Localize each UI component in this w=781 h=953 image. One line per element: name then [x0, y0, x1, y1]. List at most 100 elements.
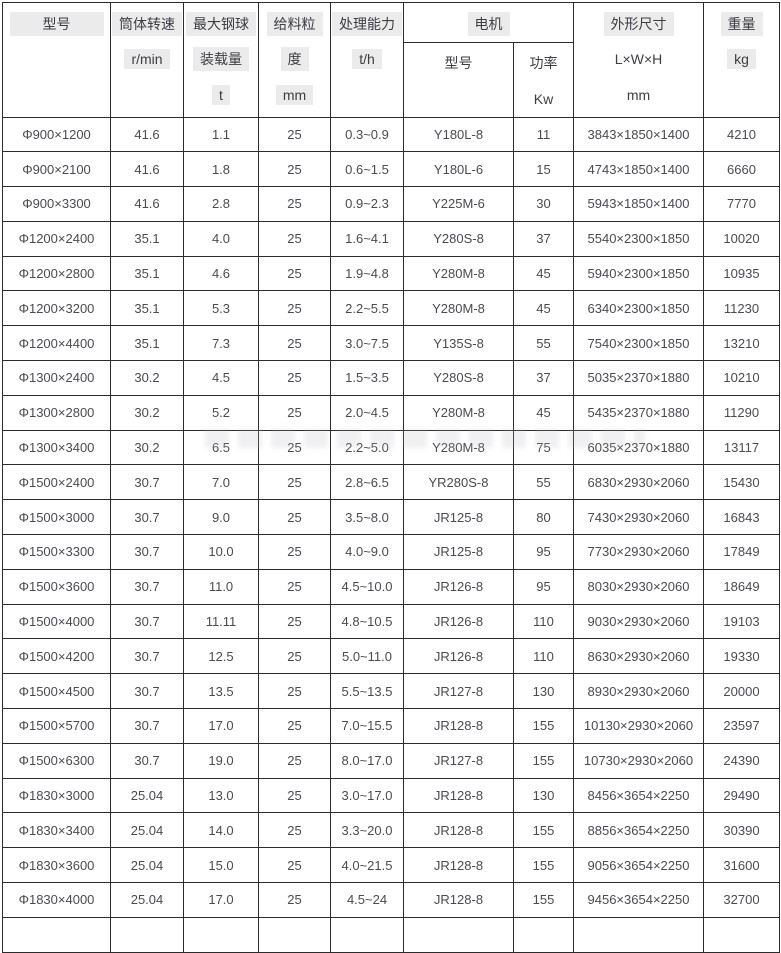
cell-dimensions_lwh_mm: 9056×3654×2250 [573, 847, 704, 884]
cell-motor_power_kw: 55 [513, 325, 574, 362]
cell-empty [110, 916, 184, 953]
cell-speed_rpm: 41.6 [110, 151, 184, 188]
cell-speed_rpm: 30.7 [110, 464, 184, 501]
cell-dimensions_lwh_mm: 5435×2370×1880 [573, 394, 704, 431]
header-label: 度 [280, 47, 309, 72]
cell-motor_model: Y180L-8 [403, 116, 514, 153]
cell-capacity_tph: 0.6~1.5 [330, 151, 404, 188]
cell-weight_kg: 13210 [703, 325, 780, 362]
cell-motor_power_kw: 75 [513, 429, 574, 466]
cell-dimensions_lwh_mm: 8856×3654×2250 [573, 812, 704, 849]
cell-motor_power_kw: 15 [513, 151, 574, 188]
cell-feed_size_mm: 25 [258, 360, 331, 396]
cell-feed_size_mm: 25 [258, 290, 331, 327]
cell-max_ball_load_t: 9.0 [183, 499, 259, 536]
cell-model: Φ1300×2800 [2, 394, 111, 431]
cell-capacity_tph: 1.5~3.5 [330, 360, 404, 396]
cell-model: Φ900×2100 [2, 151, 111, 188]
cell-feed_size_mm: 25 [258, 847, 331, 884]
cell-motor_model: JR128-8 [403, 777, 514, 814]
table-header: 型号 筒体转速 r/min 最大钢球 装载量 t 给料粒 度 mm 处理能力 t… [2, 2, 780, 118]
cell-speed_rpm: 25.04 [110, 882, 184, 918]
header-label: 型号 [444, 55, 473, 72]
cell-dimensions_lwh_mm: 9030×2930×2060 [573, 603, 704, 640]
cell-weight_kg: 24390 [703, 742, 780, 779]
cell-dimensions_lwh_mm: 7540×2300×1850 [573, 325, 704, 362]
cell-feed_size_mm: 25 [258, 429, 331, 466]
cell-max_ball_load_t: 17.0 [183, 882, 259, 918]
cell-feed_size_mm: 25 [258, 777, 331, 814]
cell-dimensions_lwh_mm: 7730×2930×2060 [573, 534, 704, 570]
col-header-capacity: 处理能力 t/h [330, 2, 404, 118]
cell-motor_model: JR126-8 [403, 603, 514, 640]
cell-weight_kg: 15430 [703, 464, 780, 501]
cell-speed_rpm: 30.2 [110, 429, 184, 466]
cell-model: Φ1830×3000 [2, 777, 111, 814]
cell-capacity_tph: 3.5~8.0 [330, 499, 404, 536]
cell-weight_kg: 19103 [703, 603, 780, 640]
cell-motor_model: JR128-8 [403, 708, 514, 744]
cell-motor_model: Y280M-8 [403, 255, 514, 292]
cell-max_ball_load_t: 13.5 [183, 673, 259, 710]
cell-weight_kg: 13117 [703, 429, 780, 466]
cell-capacity_tph: 5.5~13.5 [330, 673, 404, 710]
table-row: Φ900×3300 41.6 2.8 25 0.9~2.3 Y225M-6 30 5943×1… [2, 186, 780, 222]
cell-capacity_tph: 4.0~9.0 [330, 534, 404, 570]
cell-feed_size_mm: 25 [258, 708, 331, 744]
header-label: 给料粒 [266, 11, 323, 36]
cell-weight_kg: 31600 [703, 847, 780, 884]
header-label: 功率 [529, 55, 558, 72]
cell-dimensions_lwh_mm: 10130×2930×2060 [573, 708, 704, 744]
cell-dimensions_lwh_mm: 8456×3654×2250 [573, 777, 704, 814]
cell-model: Φ1200×2800 [2, 255, 111, 292]
col-header-weight: 重量 kg [703, 2, 780, 118]
cell-weight_kg: 16843 [703, 499, 780, 536]
cell-motor_power_kw: 155 [513, 708, 574, 744]
cell-feed_size_mm: 25 [258, 534, 331, 570]
col-header-model: 型号 [2, 2, 111, 118]
header-unit: mm [626, 86, 651, 103]
table-row: Φ1200×2800 35.1 4.6 25 1.9~4.8 Y280M-8 45 5940×… [2, 255, 780, 292]
cell-motor_power_kw: 110 [513, 603, 574, 640]
cell-dimensions_lwh_mm: 8630×2930×2060 [573, 638, 704, 675]
cell-feed_size_mm: 25 [258, 568, 331, 605]
col-header-motor-model: 型号 [403, 41, 514, 118]
cell-feed_size_mm: 25 [258, 499, 331, 536]
cell-dimensions_lwh_mm: 7430×2930×2060 [573, 499, 704, 536]
col-header-dimensions: 外形尺寸 L×W×H mm [573, 2, 704, 118]
cell-motor_model: JR125-8 [403, 534, 514, 570]
cell-max_ball_load_t: 4.6 [183, 255, 259, 292]
cell-model: Φ900×3300 [2, 186, 111, 222]
cell-weight_kg: 10210 [703, 360, 780, 396]
cell-motor_power_kw: 45 [513, 394, 574, 431]
cell-max_ball_load_t: 19.0 [183, 742, 259, 779]
cell-motor_model: JR126-8 [403, 568, 514, 605]
cell-speed_rpm: 25.04 [110, 777, 184, 814]
cell-motor_model: JR128-8 [403, 812, 514, 849]
cell-motor_power_kw: 11 [513, 116, 574, 153]
header-unit: mm [275, 84, 314, 105]
cell-motor_power_kw: 37 [513, 220, 574, 257]
cell-weight_kg: 23597 [703, 708, 780, 744]
cell-max_ball_load_t: 7.3 [183, 325, 259, 362]
cell-weight_kg: 30390 [703, 812, 780, 849]
cell-weight_kg: 20000 [703, 673, 780, 710]
cell-model: Φ1500×3000 [2, 499, 111, 536]
cell-motor_model: Y280M-8 [403, 429, 514, 466]
cell-max_ball_load_t: 11.11 [183, 603, 259, 640]
cell-capacity_tph: 3.3~20.0 [330, 812, 404, 849]
cell-motor_power_kw: 45 [513, 290, 574, 327]
cell-max_ball_load_t: 10.0 [183, 534, 259, 570]
cell-motor_power_kw: 155 [513, 742, 574, 779]
cell-speed_rpm: 41.6 [110, 116, 184, 153]
cell-speed_rpm: 35.1 [110, 325, 184, 362]
header-label: 电机 [467, 11, 510, 36]
cell-model: Φ1500×2400 [2, 464, 111, 501]
cell-weight_kg: 11290 [703, 394, 780, 431]
cell-dimensions_lwh_mm: 8930×2930×2060 [573, 673, 704, 710]
table-row: Φ1500×4000 30.7 11.11 25 4.8~10.5 JR126-8 110 9… [2, 603, 780, 640]
cell-motor_power_kw: 55 [513, 464, 574, 501]
cell-model: Φ1300×2400 [2, 360, 111, 396]
cell-model: Φ1300×3400 [2, 429, 111, 466]
